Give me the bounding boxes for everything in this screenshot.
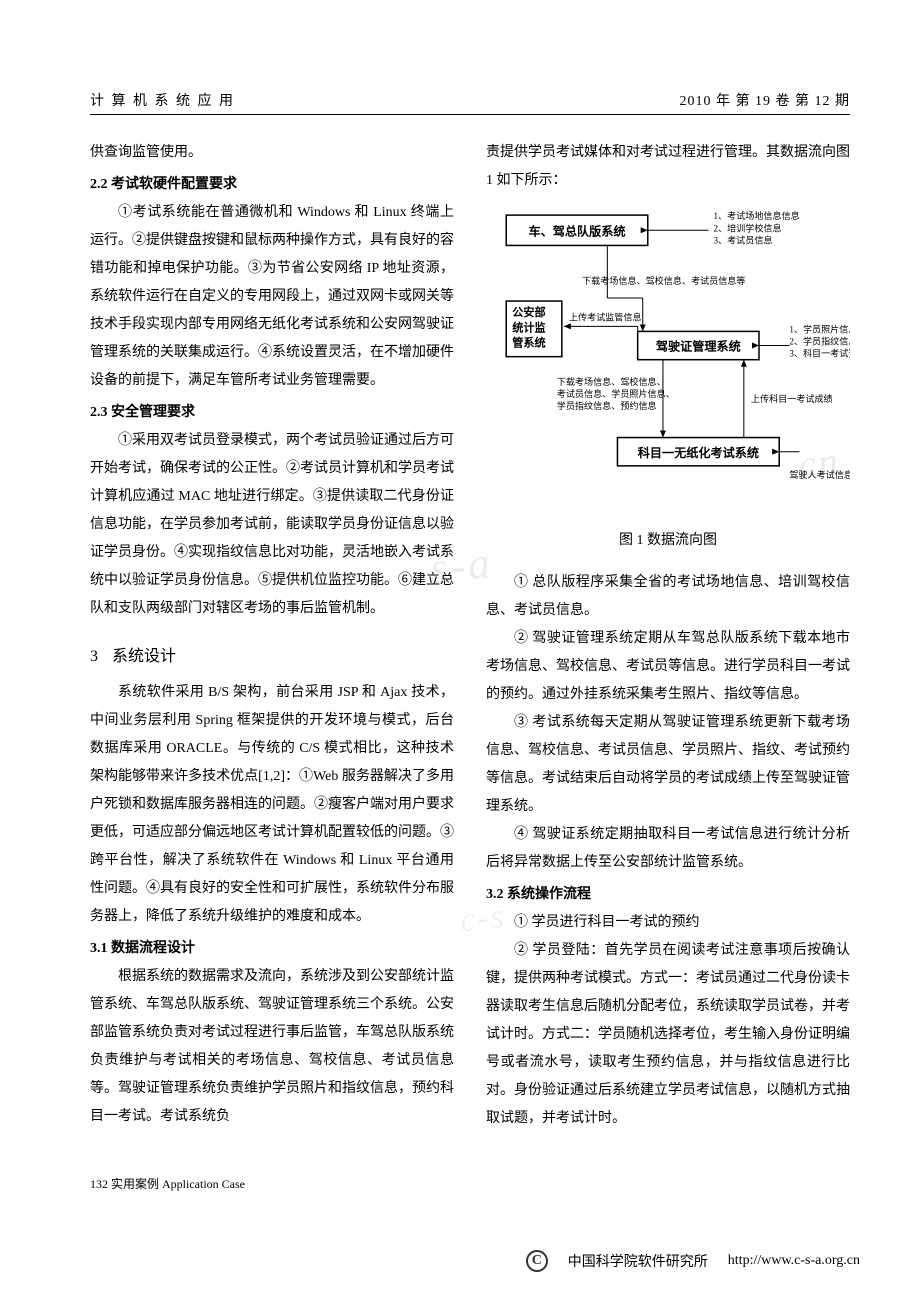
copyright-icon: C	[526, 1250, 548, 1272]
para: ①考试系统能在普通微机和 Windows 和 Linux 终端上运行。②提供键盘…	[90, 199, 454, 395]
node-label: 管系统	[512, 336, 545, 350]
page-number-label: 132 实用案例 Application Case	[90, 1175, 245, 1192]
heading-3-1: 3.1 数据流程设计	[90, 935, 454, 963]
flow-label: 1、考试场地信息信息	[713, 210, 799, 221]
body-columns: 供查询监管使用。 2.2 考试软硬件配置要求 ①考试系统能在普通微机和 Wind…	[90, 139, 850, 1133]
flow-label: 下载考场信息、驾校信息、	[557, 376, 666, 387]
para: 责提供学员考试媒体和对考试过程进行管理。其数据流向图 1 如下所示：	[486, 139, 850, 195]
page-header: 计 算 机 系 统 应 用 2010 年 第 19 卷 第 12 期	[90, 90, 850, 115]
node-label: 统计监	[512, 320, 545, 334]
publisher-url: http://www.c-s-a.org.cn	[728, 1253, 860, 1269]
data-flow-diagram: 车、驾总队版系统 1、考试场地信息信息 2、培训学校信息 3、考试员信息 公安部…	[486, 205, 850, 508]
heading-3: 3 系统设计	[90, 641, 454, 673]
node-label: 科目一无纸化考试系统	[638, 445, 759, 460]
para: ① 学员进行科目一考试的预约	[486, 909, 850, 937]
heading-2-2: 2.2 考试软硬件配置要求	[90, 171, 454, 199]
flow-label: 1、学员照片信息	[789, 323, 850, 334]
flow-label: 考试员信息、学员照片信息、	[557, 388, 675, 399]
flow-label: 2、学员指纹信息	[789, 336, 850, 347]
flow-label: 驾驶人考试信息	[789, 469, 850, 480]
para: ④ 驾驶证系统定期抽取科目一考试信息进行统计分析后将异常数据上传至公安部统计监管…	[486, 821, 850, 877]
para: ③ 考试系统每天定期从驾驶证管理系统更新下载考场信息、驾校信息、考试员信息、学员…	[486, 709, 850, 821]
flow-label: 上传考试监管信息	[569, 311, 642, 322]
para: ② 驾驶证管理系统定期从车驾总队版系统下载本地市考场信息、驾校信息、考试员等信息…	[486, 625, 850, 709]
node-label: 驾驶证管理系统	[656, 339, 741, 354]
flow-label: 上传科目一考试成绩	[751, 393, 833, 404]
flow-label: 下载考场信息、驾校信息、考试员信息等	[582, 275, 745, 286]
flow-label: 2、培训学校信息	[713, 222, 781, 233]
header-issue: 2010 年 第 19 卷 第 12 期	[680, 90, 851, 110]
para: 根据系统的数据需求及流向，系统涉及到公安部统计监管系统、车驾总队版系统、驾驶证管…	[90, 963, 454, 1131]
bottom-bar: C 中国科学院软件研究所 http://www.c-s-a.org.cn	[0, 1250, 920, 1272]
node-label: 公安部	[512, 305, 545, 319]
para: 系统软件采用 B/S 架构，前台采用 JSP 和 Ajax 技术，中间业务层利用…	[90, 679, 454, 931]
heading-2-3: 2.3 安全管理要求	[90, 399, 454, 427]
para: ② 学员登陆：首先学员在阅读考试注意事项后按确认键，提供两种考试模式。方式一：考…	[486, 937, 850, 1133]
para: ① 总队版程序采集全省的考试场地信息、培训驾校信息、考试员信息。	[486, 569, 850, 625]
figure-1: 车、驾总队版系统 1、考试场地信息信息 2、培训学校信息 3、考试员信息 公安部…	[486, 205, 850, 555]
figure-caption: 图 1 数据流向图	[486, 527, 850, 555]
section-title: 系统设计	[112, 648, 176, 665]
node-label: 车、驾总队版系统	[528, 223, 625, 238]
para: ①采用双考试员登录模式，两个考试员验证通过后方可开始考试，确保考试的公正性。②考…	[90, 427, 454, 623]
section-number: 3	[90, 648, 98, 665]
heading-3-2: 3.2 系统操作流程	[486, 881, 850, 909]
flow-label: 3、科目一考试预约	[789, 348, 850, 359]
publisher-org: 中国科学院软件研究所	[568, 1251, 708, 1271]
flow-label: 学员指纹信息、预约信息	[557, 400, 657, 411]
flow-label: 3、考试员信息	[713, 234, 772, 245]
para: 供查询监管使用。	[90, 139, 454, 167]
header-journal-title: 计 算 机 系 统 应 用	[90, 90, 235, 110]
